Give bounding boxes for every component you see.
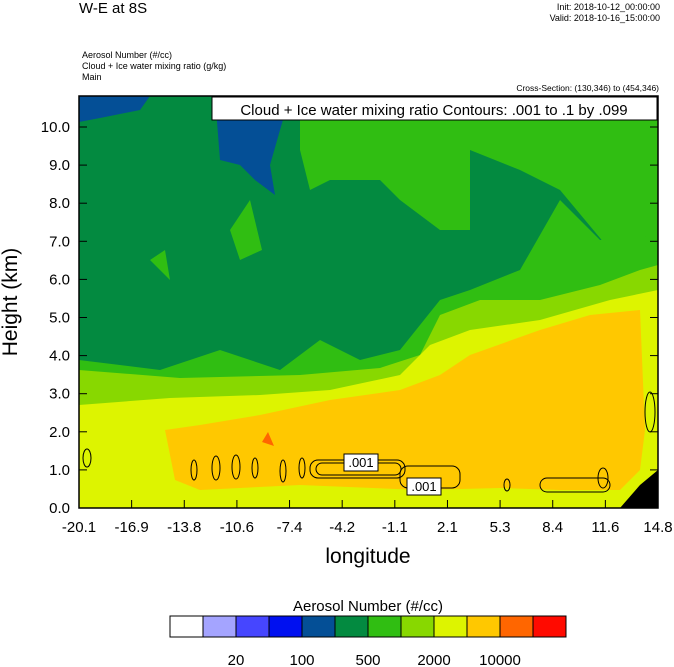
x-tick-label: -20.1: [62, 519, 96, 536]
field-1: Aerosol Number (#/cc): [82, 50, 173, 60]
colorbar-swatch: [367, 615, 402, 638]
y-tick-label: 2.0: [49, 424, 70, 441]
x-axis-label: longitude: [325, 545, 410, 568]
x-tick-label: -1.1: [382, 519, 408, 536]
aerosol-field: [79, 96, 658, 508]
y-tick-label: 1.0: [49, 462, 70, 479]
colorbar-swatch: [202, 615, 237, 638]
valid-time: Valid: 2018-10-16_15:00:00: [549, 13, 660, 23]
y-tick-label: 8.0: [49, 195, 70, 212]
terrain: [620, 470, 658, 508]
colorbar-label: 500: [355, 652, 380, 667]
contour-label: .001: [411, 479, 436, 494]
x-tick-label: 5.3: [490, 519, 511, 536]
colorbar-swatch: [433, 615, 468, 638]
region-light-green: [300, 96, 658, 250]
y-tick-label: 0.0: [49, 500, 70, 517]
x-tick-label: 8.4: [542, 519, 563, 536]
x-tick-label: -13.8: [167, 519, 201, 536]
colorbar-label: 2000: [417, 652, 450, 667]
y-tick-label: 4.0: [49, 348, 70, 365]
y-axis-label: Height (km): [0, 248, 22, 357]
contour-title: Cloud + Ice water mixing ratio Contours:…: [240, 102, 627, 119]
colorbar-swatch: [169, 615, 204, 638]
x-tick-label: -10.6: [220, 519, 254, 536]
colorbar-swatch: [268, 615, 303, 638]
x-tick-label: 2.1: [437, 519, 458, 536]
y-tick-label: 6.0: [49, 271, 70, 288]
region-orange: [165, 310, 645, 490]
field-3: Main: [82, 72, 102, 82]
colorbar-label: 10000: [479, 652, 521, 667]
x-tick-label: 14.8: [643, 519, 672, 536]
colorbar-swatch: [235, 615, 270, 638]
colorbar-title: Aerosol Number (#/cc): [293, 598, 443, 615]
region-blue: [79, 96, 290, 195]
colorbar-label: 100: [289, 652, 314, 667]
colorbar-swatch: [466, 615, 501, 638]
y-tick-label: 9.0: [49, 157, 70, 174]
x-tick-label: -16.9: [115, 519, 149, 536]
colorbar-swatch: [334, 615, 369, 638]
plot-frame: [78, 95, 659, 509]
cross-section: Cross-Section: (130,346) to (454,346): [516, 83, 659, 93]
x-tick-label: -7.4: [277, 519, 303, 536]
contour-label: .001: [348, 455, 373, 470]
colorbar-swatch: [301, 615, 336, 638]
field-2: Cloud + Ice water mixing ratio (g/kg): [82, 61, 227, 71]
contour-title-box: [211, 96, 658, 121]
plot-title: W-E at 8S: [79, 0, 148, 17]
colorbar-swatch: [532, 615, 567, 638]
y-tick-label: 7.0: [49, 233, 70, 250]
colorbar-label: 20: [228, 652, 245, 667]
x-tick-label: -4.2: [329, 519, 355, 536]
colorbar-swatch: [400, 615, 435, 638]
cloud-contours: [82, 391, 656, 493]
init-time: Init: 2018-10-12_00:00:00: [556, 2, 660, 12]
y-tick-label: 3.0: [49, 386, 70, 403]
x-tick-label: 11.6: [591, 519, 619, 536]
y-tick-label: 10.0: [41, 119, 70, 136]
colorbar-swatch: [499, 615, 534, 638]
y-tick-label: 5.0: [49, 310, 70, 327]
